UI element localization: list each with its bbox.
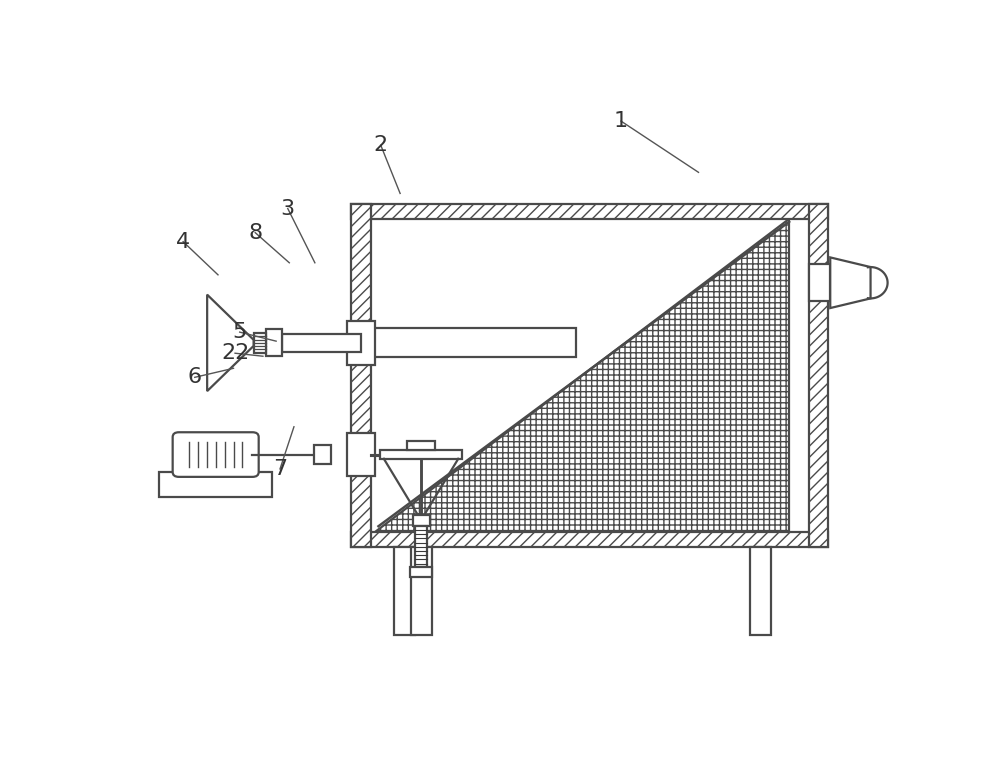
Bar: [410, 567, 432, 577]
Text: 6: 6: [188, 367, 202, 388]
Text: 1: 1: [614, 111, 628, 131]
Polygon shape: [375, 218, 789, 532]
Bar: [371, 218, 809, 532]
Bar: [809, 264, 830, 301]
Bar: [411, 547, 432, 635]
Bar: [415, 526, 427, 567]
Bar: [351, 532, 828, 547]
Bar: [254, 334, 266, 352]
Bar: [351, 204, 371, 547]
Text: 4: 4: [176, 232, 190, 251]
Bar: [394, 547, 415, 635]
FancyBboxPatch shape: [173, 432, 259, 477]
Bar: [282, 334, 361, 352]
Bar: [314, 445, 331, 464]
Bar: [371, 328, 576, 357]
Bar: [351, 204, 828, 218]
Text: 3: 3: [281, 199, 295, 218]
Polygon shape: [830, 258, 871, 308]
Bar: [750, 547, 771, 635]
Bar: [809, 204, 828, 547]
Text: 8: 8: [248, 222, 262, 243]
Bar: [266, 330, 282, 356]
Bar: [380, 450, 462, 459]
Bar: [159, 472, 272, 497]
Text: 22: 22: [221, 343, 249, 363]
Bar: [407, 442, 435, 450]
Text: 2: 2: [374, 135, 388, 155]
Text: 7: 7: [273, 459, 287, 479]
Bar: [413, 515, 430, 526]
Bar: [347, 321, 375, 365]
Polygon shape: [207, 294, 254, 391]
Text: 5: 5: [233, 322, 247, 342]
Bar: [347, 433, 375, 476]
